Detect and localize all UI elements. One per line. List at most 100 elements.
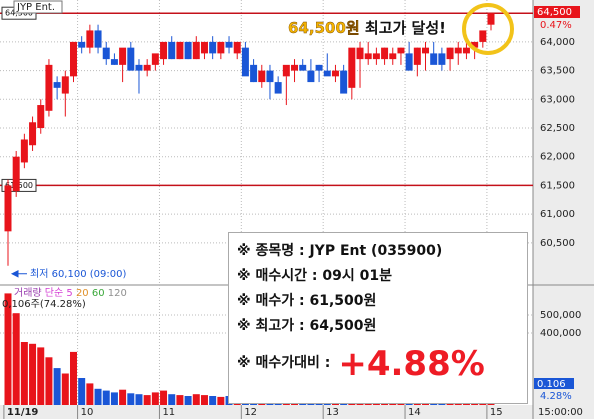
legend-ma: 20 [76, 288, 89, 299]
candle-body [372, 53, 380, 60]
annotation-price: 64,500원 [288, 19, 360, 37]
candle-body [356, 47, 364, 60]
volume-bar [143, 395, 151, 405]
candle-body [143, 64, 151, 71]
y-tick-label: 62,000 [540, 152, 575, 163]
candle-body [389, 53, 397, 60]
candle-body [405, 53, 413, 71]
candle-body [282, 64, 290, 77]
candle-body [160, 41, 168, 60]
candle-body [20, 139, 28, 163]
volume-box [534, 378, 574, 389]
candle-body [413, 47, 421, 65]
candle-body [331, 70, 339, 77]
axis-panel [533, 0, 594, 419]
candle-body [61, 76, 69, 94]
volume-tick-label: 500,000 [540, 310, 581, 321]
candle-body [438, 53, 446, 65]
candle-body [323, 70, 331, 77]
right-price-label: 64,500 [537, 7, 572, 18]
candle-body [209, 41, 217, 54]
volume-bar [20, 342, 28, 405]
legend-ma: 단순 5 [45, 287, 73, 299]
y-tick-label: 61,500 [540, 180, 575, 191]
candle-body [127, 47, 135, 71]
candle-body [348, 47, 356, 88]
right-price-box [534, 6, 580, 18]
candle-body [364, 53, 372, 60]
candle-body [69, 41, 77, 77]
candle-body [225, 41, 233, 48]
x-tick-label: 10 [81, 407, 94, 418]
low-label: 최저 60,100 (09:00) [30, 268, 126, 280]
candle-body [184, 41, 192, 60]
x-tick-label: 15 [490, 407, 503, 418]
candle-body [217, 41, 225, 54]
volume-bar [69, 351, 77, 405]
candle-body [119, 47, 127, 65]
candle-body [78, 41, 86, 48]
volume-bar [45, 357, 53, 405]
candle-body [430, 53, 438, 65]
candle-body [266, 70, 274, 83]
candle-body [12, 156, 20, 192]
volume-bar [102, 390, 110, 405]
candle-body [37, 105, 45, 129]
candle-body [258, 70, 266, 83]
volume-bar [78, 378, 86, 405]
candle-body [110, 59, 118, 65]
volume-bar [94, 388, 102, 405]
info-line: ※ 종목명 : JYP Ent (035900) [237, 243, 443, 259]
candle-body [397, 47, 405, 54]
time-axis-panel [0, 405, 594, 419]
y-tick-label: 64,000 [540, 37, 575, 48]
info-line: ※ 최고가 : 64,500원 [237, 318, 377, 334]
volume-bar [168, 394, 176, 405]
volume-bar [176, 395, 184, 405]
candle-body [381, 47, 389, 60]
volume-box-label: 0.106 [537, 379, 566, 390]
annotation: 64,500원 최고가 달성! [288, 19, 446, 37]
low-arrow [10, 269, 27, 278]
volume-bar [37, 347, 45, 405]
x-tick-label: 12 [244, 407, 257, 418]
candle-body [200, 41, 208, 54]
volume-bar [192, 394, 200, 405]
volume-bar [184, 396, 192, 405]
y-tick-label: 63,500 [540, 66, 575, 77]
candle-body [135, 64, 143, 71]
y-tick-label: 62,500 [540, 123, 575, 134]
legend-ma: 60 [92, 288, 105, 299]
candle-body [151, 53, 159, 65]
candle-body [250, 64, 258, 83]
annotation-text: 최고가 달성! [365, 19, 446, 37]
info-box: ※ 종목명 : JYP Ent (035900) ※ 매수시간 : 09시 01… [228, 232, 528, 404]
y-tick-label: 63,000 [540, 94, 575, 105]
volume-bar [110, 392, 118, 405]
candle-body [192, 41, 200, 60]
candle-body [168, 41, 176, 60]
volume-bar [61, 373, 69, 405]
candle-body [86, 30, 94, 48]
candle-body [45, 64, 53, 111]
volume-bar [4, 293, 12, 405]
legend-ma: 120 [108, 288, 127, 299]
candle-body [307, 70, 315, 83]
x-tick-label: 13 [326, 407, 339, 418]
volume-bar [151, 392, 159, 405]
candle-body [454, 47, 462, 54]
change-label: 0.47% [540, 20, 572, 31]
time-label: 15:00:00 [538, 407, 583, 418]
candle-body [422, 47, 430, 54]
highlight-circle [462, 3, 514, 55]
info-line: ※ 매수시간 : 09시 01분 [237, 268, 392, 284]
info-line: ※ 매수가 : 61,500원 [237, 293, 377, 309]
candle-body [241, 47, 249, 77]
candle-body [340, 70, 348, 94]
volume-bar [209, 396, 217, 405]
candle-body [94, 30, 102, 48]
volume-legend: 거래량 단순 5 20 60 120 [14, 287, 127, 299]
candle-body [462, 47, 470, 54]
highlight-value: +4.88% [338, 343, 485, 384]
candle-body [233, 41, 241, 54]
